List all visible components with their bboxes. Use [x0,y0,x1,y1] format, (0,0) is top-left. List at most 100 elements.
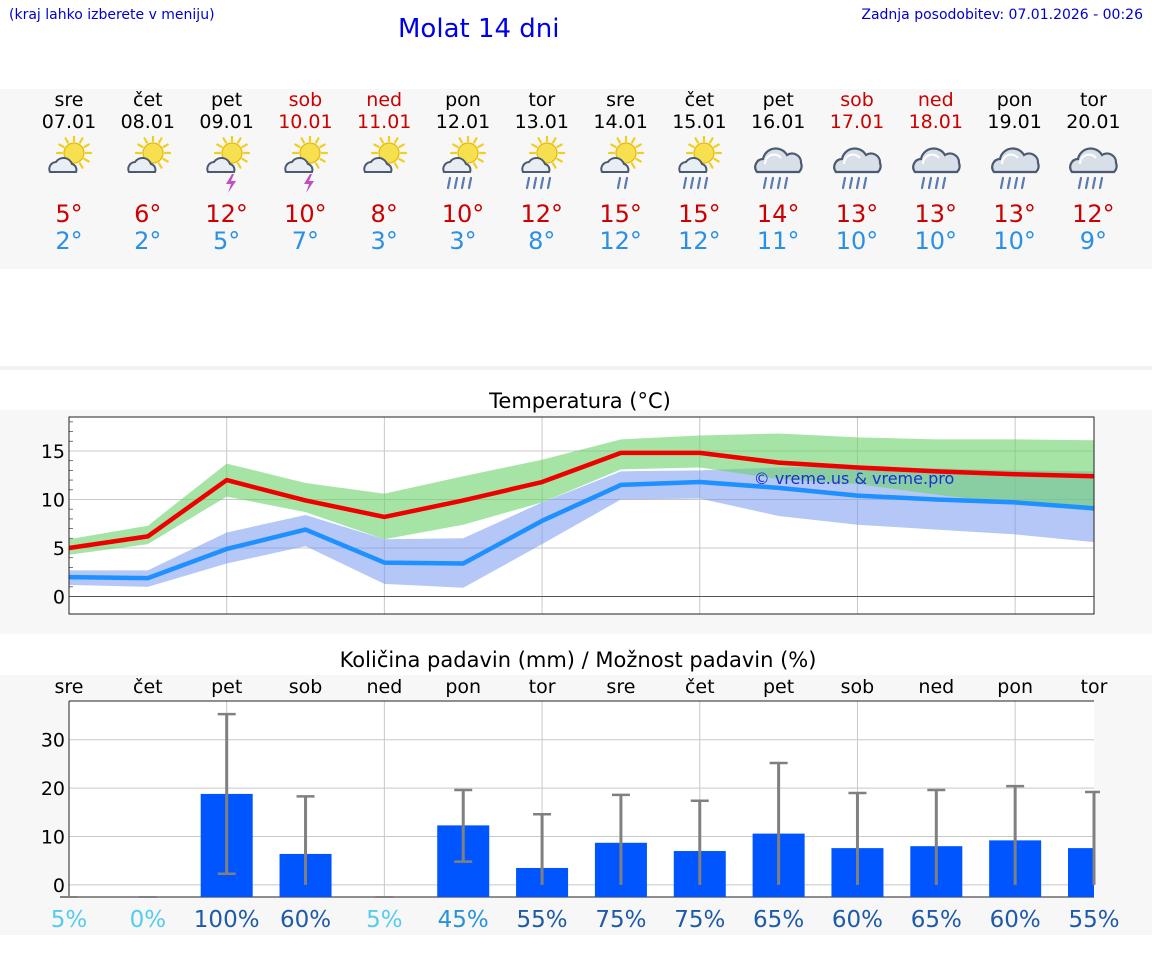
rain-drop [941,176,946,190]
rain-drop [460,176,466,190]
day-date: 13.01 [514,111,569,133]
day-name: ned [366,89,403,111]
day-date: 15.01 [672,111,727,133]
sun-cloud-light-rain-icon [596,134,648,194]
day-date: 08.01 [120,111,175,133]
rain-drop [453,176,459,190]
day-forecast: pon 19.01 13° 10° [976,89,1054,269]
max-temperature: 15° [599,200,642,228]
day-forecast: čet 15.01 15° 12° [660,89,738,269]
max-temperature: 12° [1072,200,1115,228]
precipitation-chart-title: Količina padavin (mm) / Možnost padavin … [340,648,817,672]
y-tick-label: 20 [41,778,65,800]
max-temperature: 14° [756,200,800,228]
day-name: sob [840,89,874,111]
cloud-rain-icon [990,136,1042,194]
page-title: Molat 14 dni [398,14,560,44]
min-temperature: 3° [449,227,477,255]
y-tick-label: 15 [41,441,65,463]
day-forecast: tor 20.01 12° 9° [1054,89,1132,269]
sun-cloud-rain-icon [438,134,490,194]
day-name: sob [288,89,323,111]
day-date: 20.01 [1066,111,1121,133]
rain-drop [770,176,775,190]
rain-drop [777,176,782,190]
day-forecast: sob 17.01 13° 10° [818,89,896,269]
day-forecast: sre 14.01 15° 12° [582,89,660,269]
x-tick-label: sre [55,676,84,698]
day-date: 12.01 [435,111,491,133]
precipitation-probability: 55% [1068,907,1119,933]
x-tick-label: ned [366,676,402,698]
min-temperature: 12° [678,227,721,255]
min-temperature: 7° [291,227,320,255]
day-date: 16.01 [750,111,806,133]
rain-drop [1020,176,1025,190]
max-temperature: 12° [520,200,564,228]
rain-drop [848,176,854,190]
precipitation-probability: 0% [130,907,167,933]
rain-drop [467,176,473,190]
x-tick-label: tor [1081,676,1108,698]
max-temperature: 6° [134,200,162,228]
day-name: čet [684,89,715,111]
day-date: 14.01 [593,111,648,133]
day-forecast: sob 10.01 10° 7° [266,89,344,269]
day-date: 11.01 [356,111,412,133]
divider [0,366,1152,370]
rain-drop [697,176,702,190]
day-forecast: ned 18.01 13° 10° [897,89,975,269]
sun-cloud-icon [123,134,175,194]
rain-drop [1013,176,1018,190]
day-date: 09.01 [199,111,254,133]
x-tick-label: sob [841,676,875,698]
y-tick-label: 5 [53,538,65,560]
sun-cloud-thunder-icon [280,134,332,194]
rain-drop [623,176,628,190]
max-temperature: 15° [678,200,721,228]
day-date: 19.01 [987,111,1042,133]
min-temperature: 9° [1079,227,1108,255]
temperature-chart-title: Temperatura (°C) [488,389,671,413]
temperature-min-line [68,479,1095,581]
y-tick-label: 0 [53,587,65,609]
day-name: pon [445,89,481,111]
rain-drop [1078,176,1083,190]
precipitation-probability: 65% [753,907,804,933]
precipitation-probability: 75% [674,907,725,933]
day-name: čet [133,89,163,111]
rain-drop [920,176,925,190]
y-tick-label: 0 [53,875,65,897]
rain-drop [446,176,452,190]
precipitation-probability: 60% [990,907,1041,933]
sun-cloud-icon [44,134,96,194]
day-date: 10.01 [278,111,333,133]
sun-cloud-rain-icon [674,134,726,194]
rain-drop [690,176,695,190]
rain-drop [784,176,789,190]
rain-drop [862,176,868,190]
rain-drop [841,176,847,190]
cloud-rain-icon [1068,136,1120,194]
precipitation-probability: 60% [280,907,331,933]
rain-drop [1092,176,1097,190]
rain-drop [704,176,709,190]
day-name: tor [1079,89,1107,111]
y-tick-label: 10 [41,827,65,849]
cloud-rain-icon [832,136,884,194]
day-name: tor [528,89,556,111]
location-hint-link[interactable]: (kraj lahko izberete v meniju) [9,7,215,23]
min-temperature: 8° [528,227,556,255]
temperature-max-band [69,433,1094,555]
x-tick-label: čet [685,676,715,698]
precipitation-probability: 55% [517,907,568,933]
sun-cloud-rain-icon [517,134,569,194]
sun-cloud-thunder-icon [202,134,254,194]
precipitation-probability: 100% [194,907,260,933]
x-tick-label: ned [918,676,954,698]
precipitation-probability: 45% [438,907,489,933]
x-tick-label: sob [289,676,323,698]
last-update-label: Zadnja posodobitev: 07.01.2026 - 00:26 [861,7,1143,23]
cloud-rain-icon [911,136,963,194]
day-forecast: pon 12.01 10° 3° [424,89,502,269]
